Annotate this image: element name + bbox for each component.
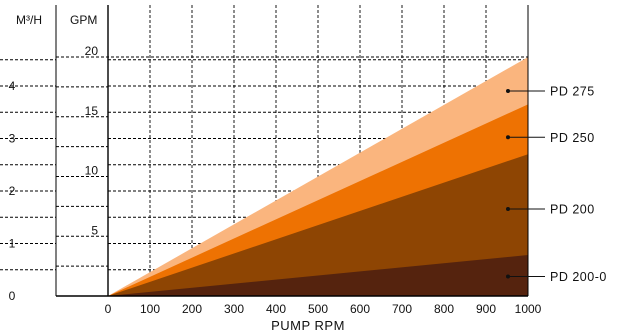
series-label: PD 275 bbox=[550, 85, 595, 99]
x-tick-label: 500 bbox=[308, 302, 328, 316]
x-tick-label: 1000 bbox=[515, 302, 542, 316]
gpm-tick-label: 10 bbox=[85, 164, 99, 178]
m3h-tick-label: 0 bbox=[9, 289, 16, 303]
x-tick-label: 700 bbox=[392, 302, 412, 316]
m3h-tick-label: 1 bbox=[9, 237, 16, 251]
series-label: PD 200-0 bbox=[550, 270, 607, 284]
series-areas bbox=[108, 57, 528, 296]
axes bbox=[55, 5, 529, 297]
series-label: PD 200 bbox=[550, 203, 595, 217]
area-pd-200 bbox=[108, 154, 528, 296]
m3h-tick-label: 2 bbox=[9, 184, 16, 198]
x-axis-title: PUMP RPM bbox=[271, 318, 345, 333]
m3h-tick-label: 4 bbox=[9, 79, 16, 93]
series-labels: PD 275 PD 250 PD 200 PD 200-0 bbox=[506, 85, 607, 284]
x-tick-label: 200 bbox=[182, 302, 202, 316]
x-tick-label: 800 bbox=[434, 302, 454, 316]
y-axis-unit-gpm: GPM bbox=[70, 13, 97, 27]
x-tick-label: 900 bbox=[476, 302, 496, 316]
x-tick-label: 300 bbox=[224, 302, 244, 316]
x-tick-label: 400 bbox=[266, 302, 286, 316]
x-tick-label: 100 bbox=[140, 302, 160, 316]
tick-labels: 0 100 200 300 400 500 600 700 800 900 1000 0 1 2 3 4 5 10… bbox=[9, 44, 542, 316]
x-tick-label: 600 bbox=[350, 302, 370, 316]
gpm-tick-label: 15 bbox=[85, 104, 99, 118]
area-pd-200-0 bbox=[108, 255, 528, 296]
gpm-tick-label: 5 bbox=[91, 223, 98, 237]
gpm-tick-label: 20 bbox=[85, 44, 99, 58]
y-axis-unit-m3h: M³/H bbox=[16, 13, 42, 27]
m3h-tick-label: 3 bbox=[9, 132, 16, 146]
series-label: PD 250 bbox=[550, 131, 595, 145]
x-tick-label: 0 bbox=[105, 302, 112, 316]
